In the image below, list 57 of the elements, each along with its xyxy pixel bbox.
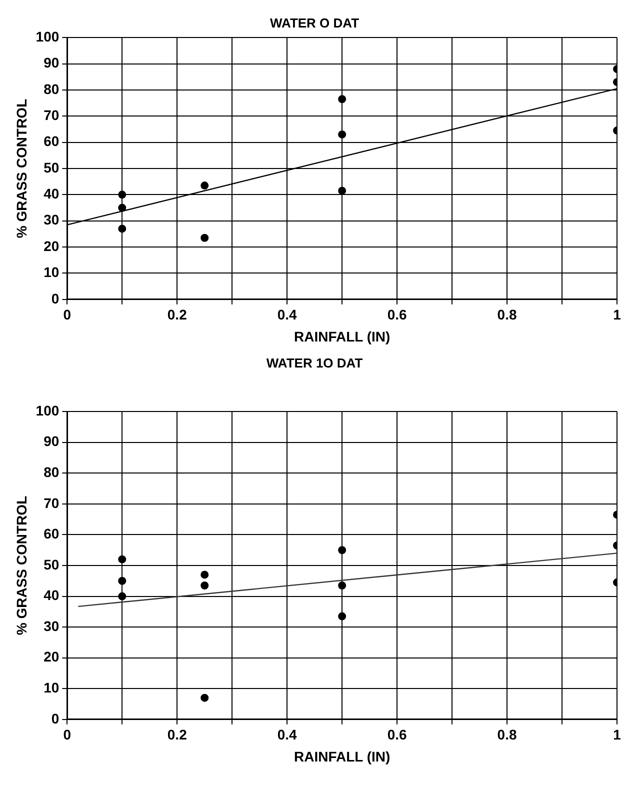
y-tick-label: 80 xyxy=(44,464,60,480)
y-tick-label: 50 xyxy=(44,159,60,176)
point xyxy=(200,234,209,242)
point xyxy=(118,190,126,199)
point xyxy=(118,224,126,233)
chart-title: WATER O DAT xyxy=(270,15,360,30)
x-tick-label: 0.4 xyxy=(277,306,298,323)
x-tick-label: 0.6 xyxy=(387,726,408,743)
x-tick-label: 0.8 xyxy=(497,306,517,323)
point xyxy=(338,582,346,590)
y-tick-label: 20 xyxy=(44,648,60,665)
x-tick-label: 0.6 xyxy=(387,306,408,323)
x-tick-label: 1 xyxy=(613,306,622,323)
x-tick-label: 0 xyxy=(63,726,72,743)
y-tick-label: 40 xyxy=(44,587,60,604)
y-tick-label: 60 xyxy=(44,526,60,542)
point xyxy=(338,95,346,104)
x-axis-title: RAINFALL (IN) xyxy=(294,328,390,344)
point xyxy=(200,182,209,190)
point xyxy=(200,694,209,702)
x-tick-label: 0.2 xyxy=(167,726,188,743)
y-tick-label: 0 xyxy=(51,290,60,306)
y-tick-label: 10 xyxy=(44,264,60,280)
y-tick-label: 80 xyxy=(44,80,60,97)
point xyxy=(118,555,126,564)
x-tick-label: 0.4 xyxy=(277,726,298,743)
point xyxy=(200,570,209,579)
x-tick-label: 1 xyxy=(613,726,622,743)
y-tick-label: 30 xyxy=(44,618,60,634)
point xyxy=(338,612,346,620)
point xyxy=(200,582,209,590)
y-tick-label: 70 xyxy=(44,494,60,511)
point xyxy=(118,204,126,212)
y-tick-label: 40 xyxy=(44,186,60,202)
x-tick-label: 0.2 xyxy=(167,306,188,323)
y-tick-label: 70 xyxy=(44,107,60,123)
y-tick-label: 20 xyxy=(44,238,60,254)
point xyxy=(338,130,346,138)
y-tick-label: 30 xyxy=(44,212,60,228)
y-tick-label: 100 xyxy=(36,402,60,418)
y-axis-title: % GRASS CONTROL xyxy=(13,495,30,636)
y-tick-label: 50 xyxy=(44,556,60,572)
point xyxy=(338,546,346,554)
point xyxy=(338,186,346,195)
x-tick-label: 0 xyxy=(63,306,72,323)
y-tick-label: 10 xyxy=(44,679,60,696)
point xyxy=(118,576,126,585)
x-axis-title: RAINFALL (IN) xyxy=(294,748,390,764)
y-tick-label: 0 xyxy=(51,710,60,726)
y-tick-label: 60 xyxy=(44,133,60,150)
y-axis-title: % GRASS CONTROL xyxy=(13,98,30,238)
y-tick-label: 90 xyxy=(44,54,60,71)
y-tick-label: 90 xyxy=(44,433,60,450)
x-tick-label: 0.8 xyxy=(497,726,517,743)
chart-title: WATER 1O DAT xyxy=(266,355,363,370)
y-tick-label: 100 xyxy=(36,28,60,44)
point xyxy=(118,592,126,600)
